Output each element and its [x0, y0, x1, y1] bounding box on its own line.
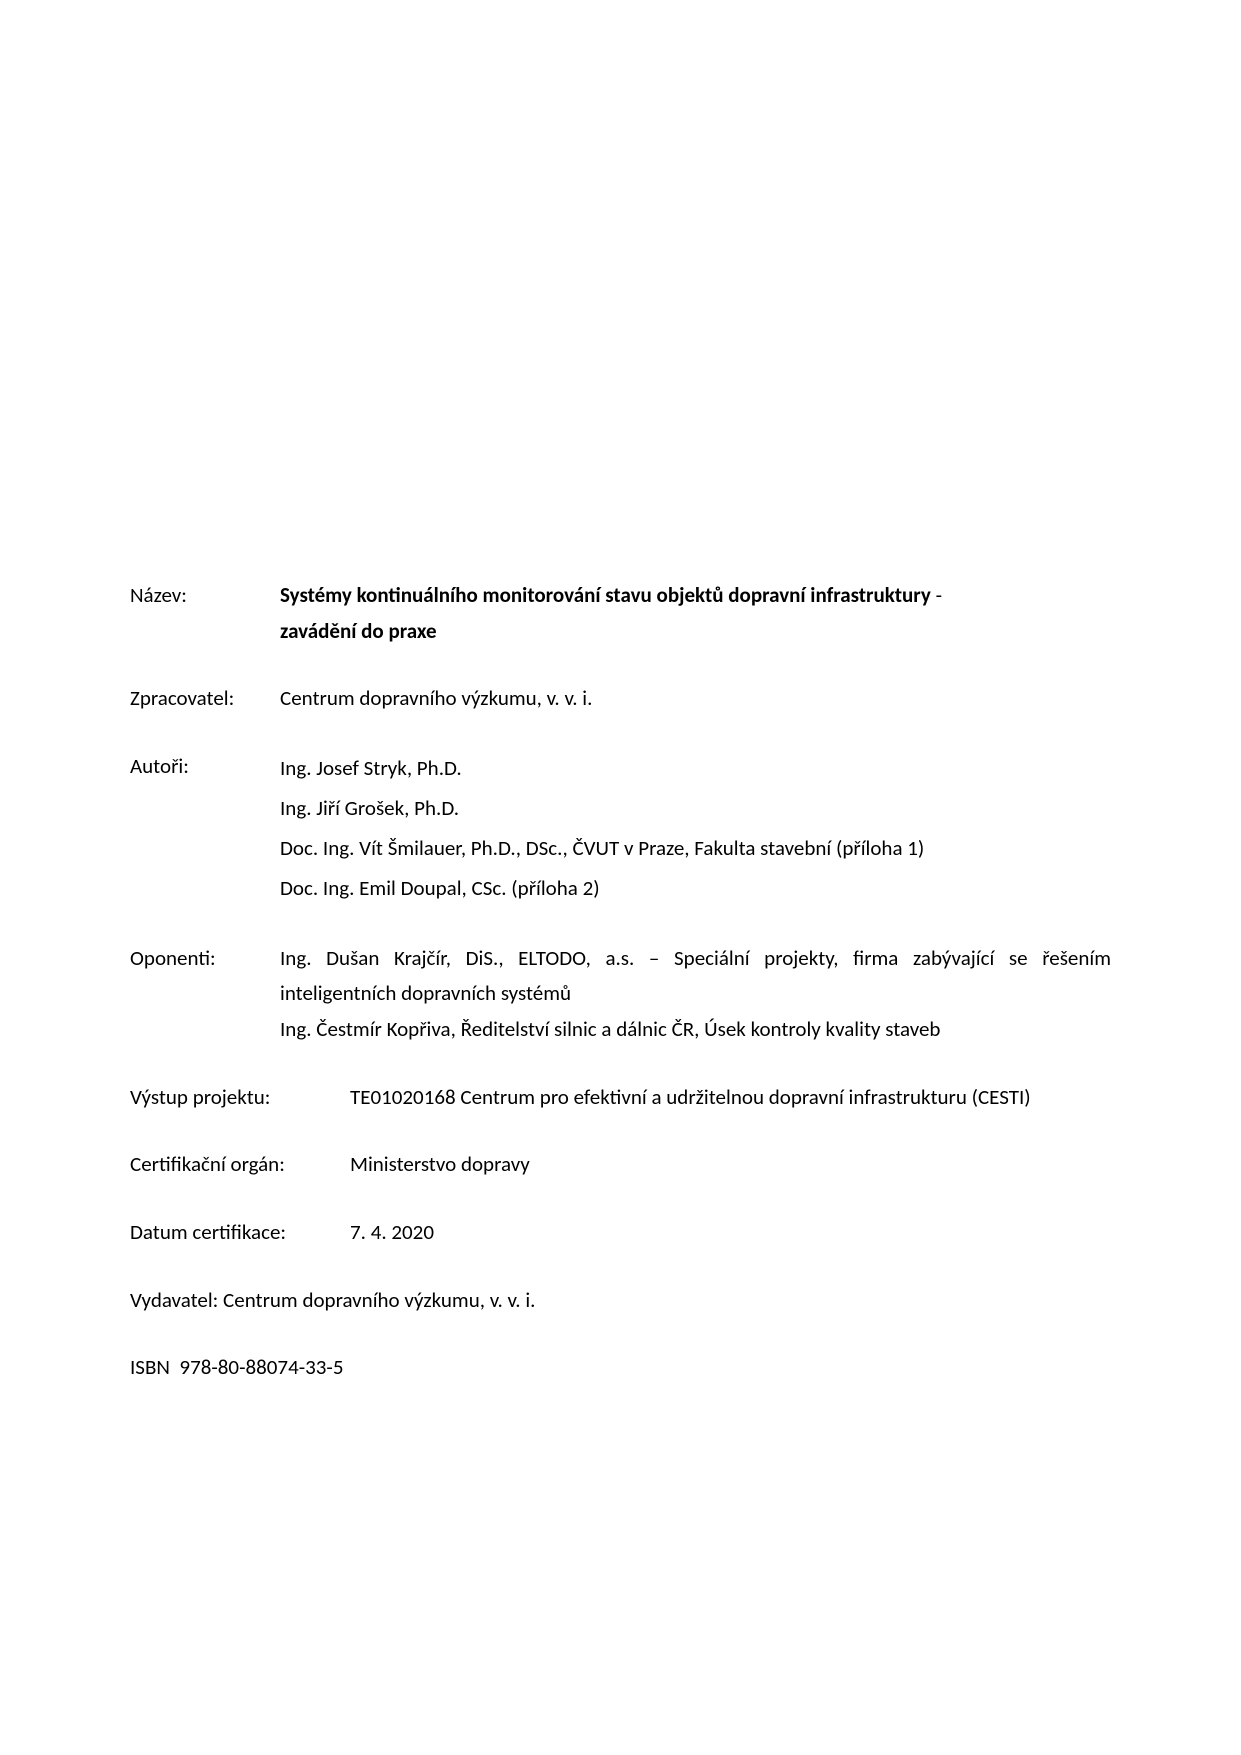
zpracovatel-row: Zpracovatel: Centrum dopravního výzkumu,… — [130, 681, 1111, 717]
author-3: Doc. Ing. Vít Šmilauer, Ph.D., DSc., ČVU… — [280, 829, 1111, 869]
zpracovatel-value: Centrum dopravního výzkumu, v. v. i. — [280, 681, 1111, 717]
oponenti-label: Oponenti: — [130, 941, 280, 1048]
title-sub: zavádění do praxe — [280, 618, 437, 644]
title-value: Systémy kontinuálního monitorování stavu… — [280, 578, 1111, 649]
vydavatel-label: Vydavatel: — [130, 1287, 218, 1313]
title-label: Název: — [130, 578, 280, 649]
document-content: Název: Systémy kontinuálního monitorován… — [130, 578, 1111, 1386]
title-main: Systémy kontinuálního monitorování stavu… — [280, 582, 931, 608]
datum-certifikace-row: Datum certifikace: 7. 4. 2020 — [130, 1215, 1111, 1251]
vydavatel-value: Centrum dopravního výzkumu, v. v. i. — [223, 1287, 535, 1313]
zpracovatel-label: Zpracovatel: — [130, 681, 280, 717]
oponent-2: Ing. Čestmír Kopřiva, Ředitelství silnic… — [280, 1012, 1111, 1048]
vystup-projektu-value: TE01020168 Centrum pro efektivní a udrži… — [350, 1080, 1111, 1116]
certifikacni-organ-label: Certifikační orgán: — [130, 1147, 350, 1183]
oponenti-list: Ing. Dušan Krajčír, DiS., ELTODO, a.s. –… — [280, 941, 1111, 1048]
certifikacni-organ-row: Certifikační orgán: Ministerstvo dopravy — [130, 1147, 1111, 1183]
datum-certifikace-value: 7. 4. 2020 — [350, 1215, 1111, 1251]
author-4: Doc. Ing. Emil Doupal, CSc. (příloha 2) — [280, 869, 1111, 909]
datum-certifikace-label: Datum certifikace: — [130, 1215, 350, 1251]
autori-label: Autoři: — [130, 749, 280, 909]
isbn-label: ISBN — [130, 1354, 170, 1380]
vystup-projektu-label: Výstup projektu: — [130, 1080, 350, 1116]
title-dash: - — [931, 582, 942, 608]
oponenti-row: Oponenti: Ing. Dušan Krajčír, DiS., ELTO… — [130, 941, 1111, 1048]
isbn-value: 978-80-88074-33-5 — [179, 1354, 343, 1380]
oponent-1: Ing. Dušan Krajčír, DiS., ELTODO, a.s. –… — [280, 941, 1111, 1012]
autori-list: Ing. Josef Stryk, Ph.D. Ing. Jiří Grošek… — [280, 749, 1111, 909]
vystup-projektu-row: Výstup projektu: TE01020168 Centrum pro … — [130, 1080, 1111, 1116]
autori-row: Autoři: Ing. Josef Stryk, Ph.D. Ing. Jiř… — [130, 749, 1111, 909]
author-1: Ing. Josef Stryk, Ph.D. — [280, 749, 1111, 789]
title-row: Název: Systémy kontinuálního monitorován… — [130, 578, 1111, 649]
author-2: Ing. Jiří Grošek, Ph.D. — [280, 789, 1111, 829]
isbn-row: ISBN 978-80-88074-33-5 — [130, 1350, 1111, 1386]
certifikacni-organ-value: Ministerstvo dopravy — [350, 1147, 1111, 1183]
vydavatel-row: Vydavatel: Centrum dopravního výzkumu, v… — [130, 1283, 1111, 1319]
